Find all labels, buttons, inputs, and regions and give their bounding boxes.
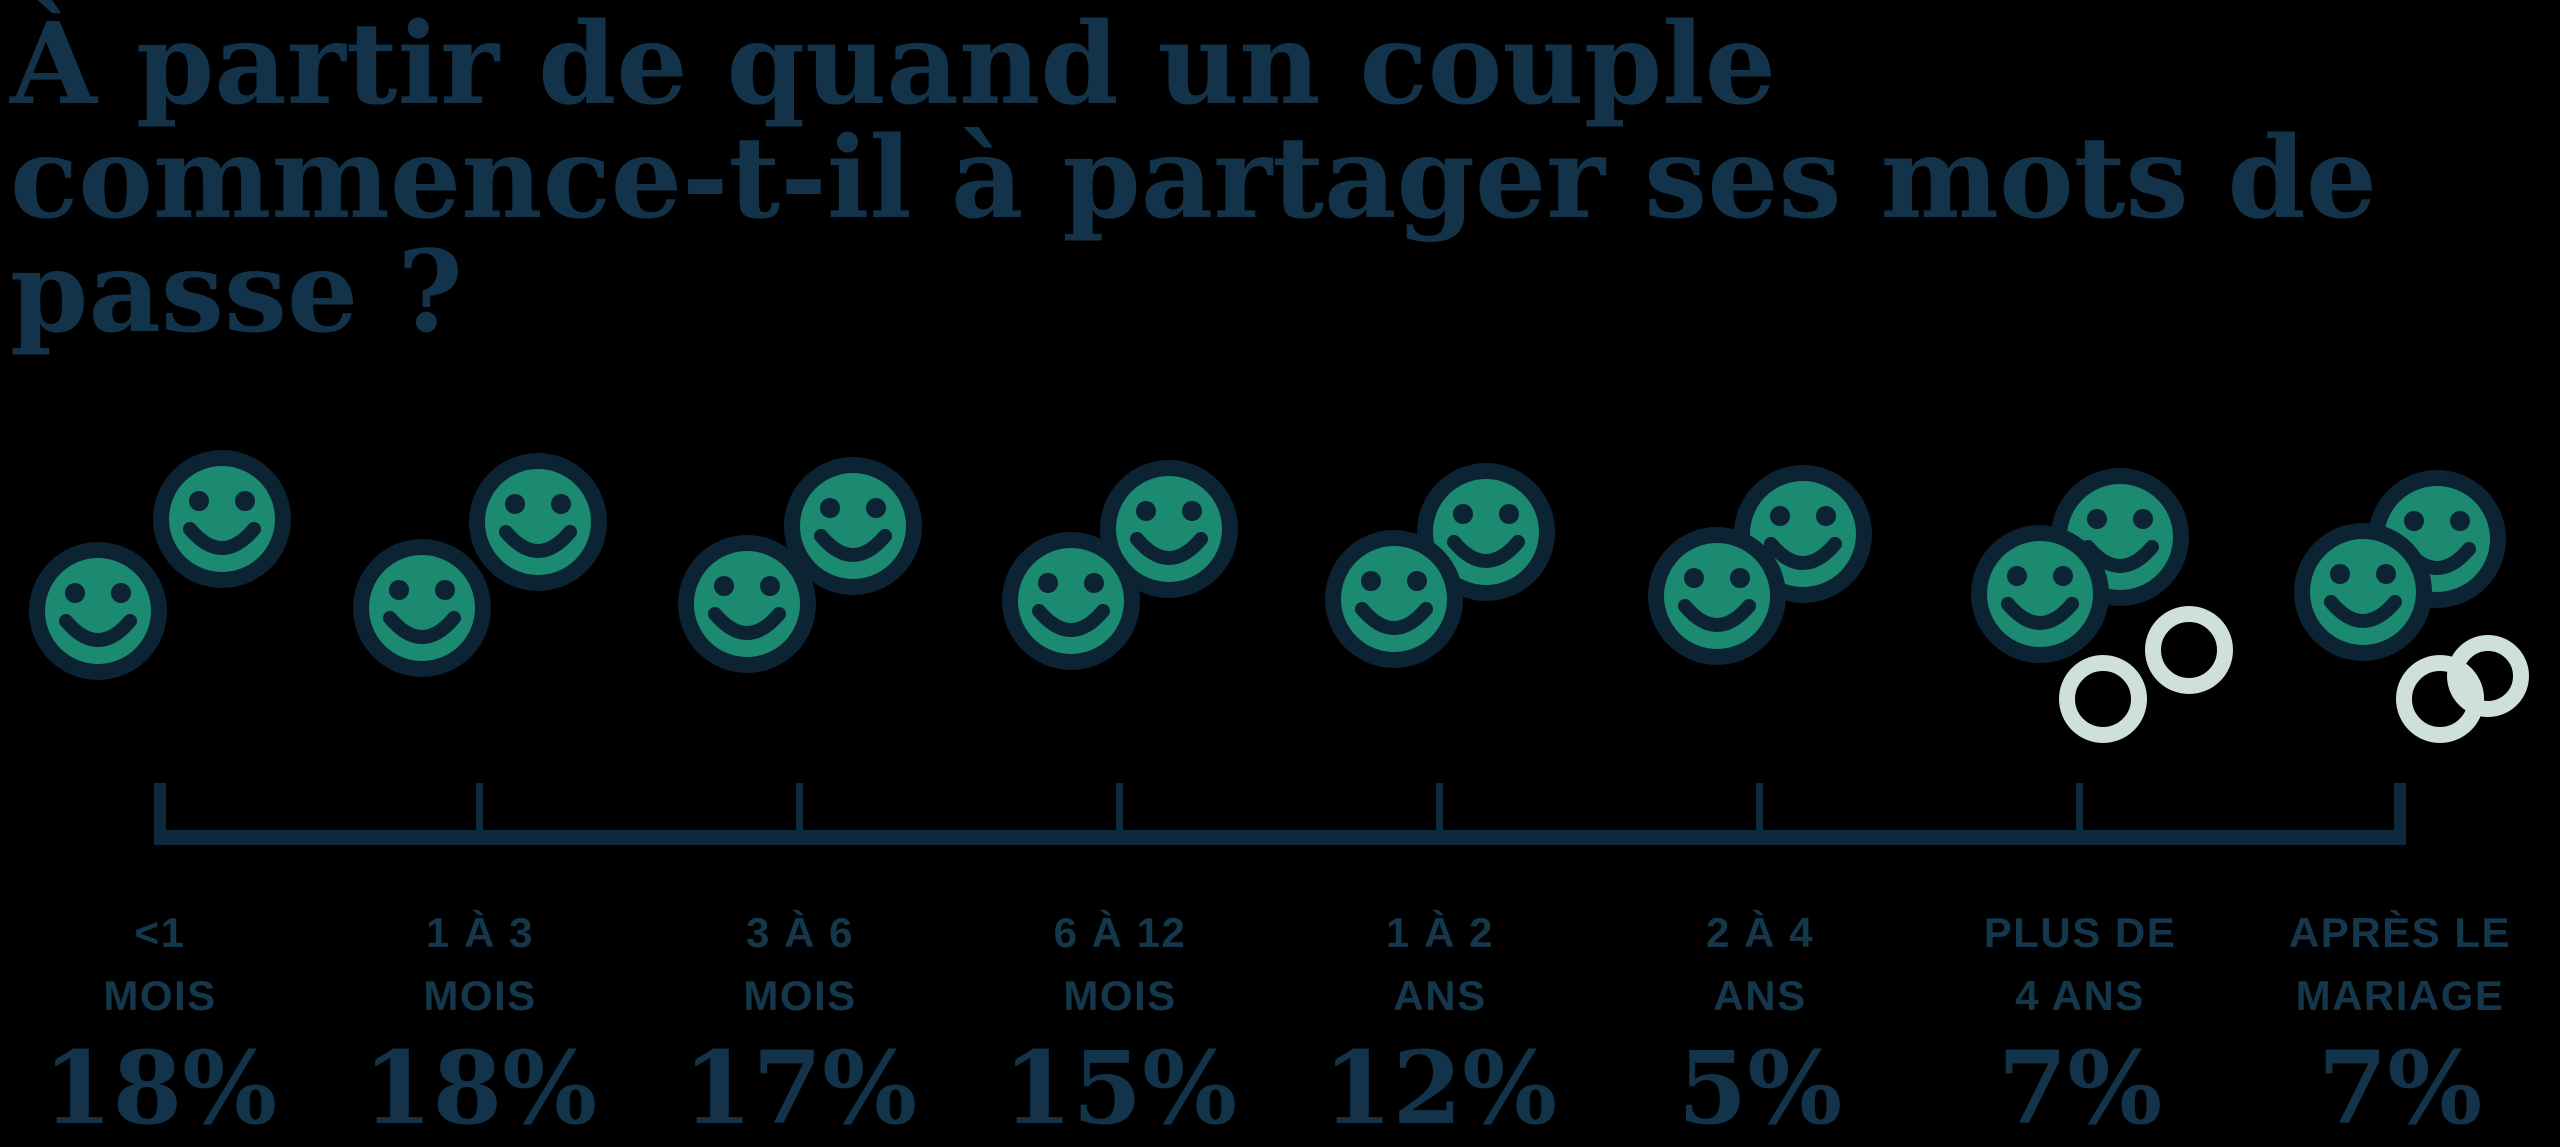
axis-tick bbox=[2394, 782, 2406, 845]
percentages-row: 18% 18% 17% 15% 12% 5% 7% 7% bbox=[0, 1028, 2560, 1147]
axis-tick bbox=[796, 782, 803, 845]
couple-smileys-with-interlocked-rings-icon bbox=[2240, 443, 2529, 743]
interlocked-rings-icon bbox=[2396, 634, 2529, 743]
category-label: 2 À 4 ANS bbox=[1600, 901, 1920, 1027]
couple-smileys-overlapping-icon bbox=[1600, 443, 1920, 763]
wedding-rings-icon bbox=[2059, 605, 2233, 743]
category-label: PLUS DE 4 ANS bbox=[1920, 901, 2240, 1027]
chart-title: À partir de quand un couple commence-t-i… bbox=[10, 0, 2378, 359]
axis-bracket bbox=[0, 782, 2560, 845]
category-label-line1: PLUS DE bbox=[1983, 908, 2177, 956]
category-label-line1: 3 À 6 bbox=[746, 908, 854, 956]
category-label-line2: ANS bbox=[1393, 971, 1487, 1019]
category-label-line1: 1 À 2 bbox=[1386, 908, 1494, 956]
category-label-line2: MOIS bbox=[1063, 971, 1177, 1019]
couple-smileys-apart-icon bbox=[320, 443, 640, 763]
category-label-line1: 6 À 12 bbox=[1053, 908, 1187, 956]
category-label: APRÈS LE MARIAGE bbox=[2240, 901, 2560, 1027]
category-label-line2: MOIS bbox=[743, 971, 857, 1019]
axis-line bbox=[154, 829, 2406, 845]
percentage-value: 12% bbox=[1322, 1028, 1558, 1147]
couple-smileys-far-apart-icon bbox=[0, 443, 320, 763]
percentage-value: 18% bbox=[42, 1028, 278, 1147]
axis-tick bbox=[476, 782, 483, 845]
percentage-value: 17% bbox=[682, 1028, 918, 1147]
couple-smileys-close-icon bbox=[960, 443, 1280, 763]
category-label-line1: 2 À 4 bbox=[1706, 908, 1814, 956]
category-labels-row: <1 MOIS 1 À 3 MOIS 3 À 6 MOIS 6 À 12 MOI… bbox=[0, 901, 2560, 1027]
category-label: <1 MOIS bbox=[0, 901, 320, 1027]
axis-tick bbox=[1436, 782, 1443, 845]
axis-tick bbox=[1756, 782, 1763, 845]
percentage-value: 7% bbox=[2317, 1028, 2483, 1147]
axis-tick bbox=[154, 782, 166, 845]
category-label-line2: MOIS bbox=[423, 971, 537, 1019]
category-label-line2: 4 ANS bbox=[2015, 971, 2145, 1019]
percentage-value: 15% bbox=[1002, 1028, 1238, 1147]
category-label-line2: ANS bbox=[1713, 971, 1807, 1019]
couple-smileys-touching-icon bbox=[640, 443, 960, 763]
category-label: 3 À 6 MOIS bbox=[640, 901, 960, 1027]
category-label-line2: MARIAGE bbox=[2295, 971, 2505, 1019]
pictogram-row bbox=[0, 443, 2560, 763]
couple-smileys-with-two-rings-icon bbox=[1920, 443, 2233, 743]
category-label: 1 À 2 ANS bbox=[1280, 901, 1600, 1027]
axis-tick bbox=[2076, 782, 2083, 845]
category-label: 1 À 3 MOIS bbox=[320, 901, 640, 1027]
percentage-value: 7% bbox=[1997, 1028, 2163, 1147]
category-label-line2: MOIS bbox=[103, 971, 217, 1019]
percentage-value: 18% bbox=[362, 1028, 598, 1147]
category-label-line1: 1 À 3 bbox=[426, 908, 534, 956]
category-label: 6 À 12 MOIS bbox=[960, 901, 1280, 1027]
category-label-line1: <1 bbox=[134, 908, 186, 956]
category-label-line1: APRÈS LE bbox=[2288, 908, 2512, 956]
axis-tick bbox=[1116, 782, 1123, 845]
percentage-value: 5% bbox=[1677, 1028, 1843, 1147]
couple-smileys-closer-icon bbox=[1280, 443, 1600, 763]
